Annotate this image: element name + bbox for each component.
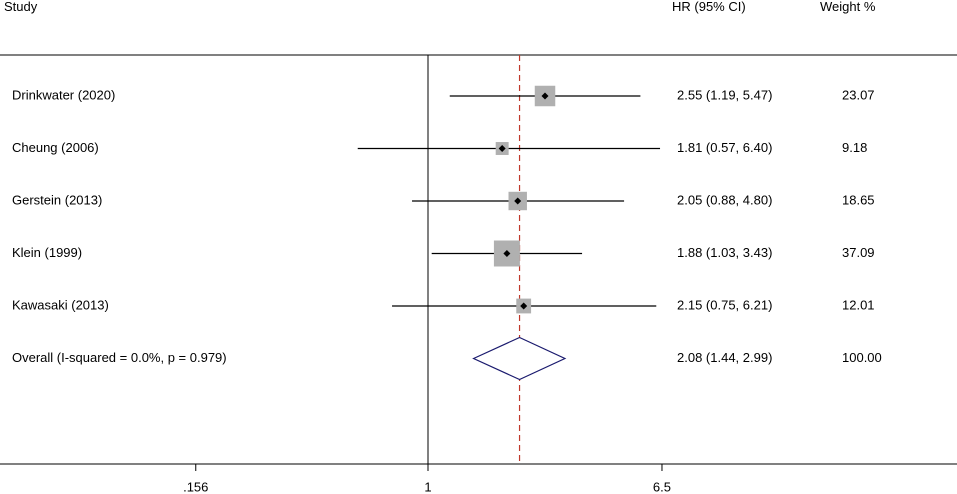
- point-estimate: [541, 92, 549, 100]
- overall-label: Overall (I-squared = 0.0%, p = 0.979): [12, 350, 227, 365]
- study-label: Cheung (2006): [12, 140, 99, 155]
- header-weight: Weight %: [820, 0, 876, 14]
- x-tick-label: 1: [424, 479, 431, 494]
- hr-ci-value: 2.55 (1.19, 5.47): [677, 87, 772, 102]
- header-estimate: HR (95% CI): [672, 0, 746, 14]
- overall-diamond: [472, 336, 567, 381]
- hr-ci-value: 1.81 (0.57, 6.40): [677, 140, 772, 155]
- study-label: Gerstein (2013): [12, 192, 102, 207]
- study-label: Klein (1999): [12, 245, 82, 260]
- study-row: Gerstein (2013) 2.05 (0.88, 4.80) 18.65: [12, 191, 875, 211]
- point-estimate: [503, 250, 511, 257]
- study-row: Drinkwater (2020) 2.55 (1.19, 5.47) 23.07: [12, 85, 875, 107]
- overall-weight-value: 100.00: [842, 350, 882, 365]
- weight-value: 18.65: [842, 192, 875, 207]
- study-row: Kawasaki (2013) 2.15 (0.75, 6.21) 12.01: [12, 297, 875, 314]
- weight-value: 23.07: [842, 87, 875, 102]
- hr-ci-value: 2.15 (0.75, 6.21): [677, 297, 772, 312]
- header-study: Study: [4, 0, 38, 14]
- overall-hr-ci-value: 2.08 (1.44, 2.99): [677, 350, 772, 365]
- weight-value: 9.18: [842, 140, 867, 155]
- study-label: Drinkwater (2020): [12, 87, 115, 102]
- x-tick-label: .156: [183, 479, 208, 494]
- point-estimate: [514, 197, 522, 205]
- weight-value: 12.01: [842, 297, 875, 312]
- study-row: Cheung (2006) 1.81 (0.57, 6.40) 9.18: [12, 140, 867, 155]
- hr-ci-value: 2.05 (0.88, 4.80): [677, 192, 772, 207]
- x-tick-label: 6.5: [653, 479, 671, 494]
- overall-row: Overall (I-squared = 0.0%, p = 0.979) 2.0…: [12, 336, 882, 381]
- study-row: Klein (1999) 1.88 (1.03, 3.43) 37.09: [12, 240, 875, 267]
- hr-ci-value: 1.88 (1.03, 3.43): [677, 245, 772, 260]
- weight-value: 37.09: [842, 245, 875, 260]
- study-label: Kawasaki (2013): [12, 297, 109, 312]
- point-estimate: [520, 302, 528, 310]
- point-estimate: [498, 145, 506, 152]
